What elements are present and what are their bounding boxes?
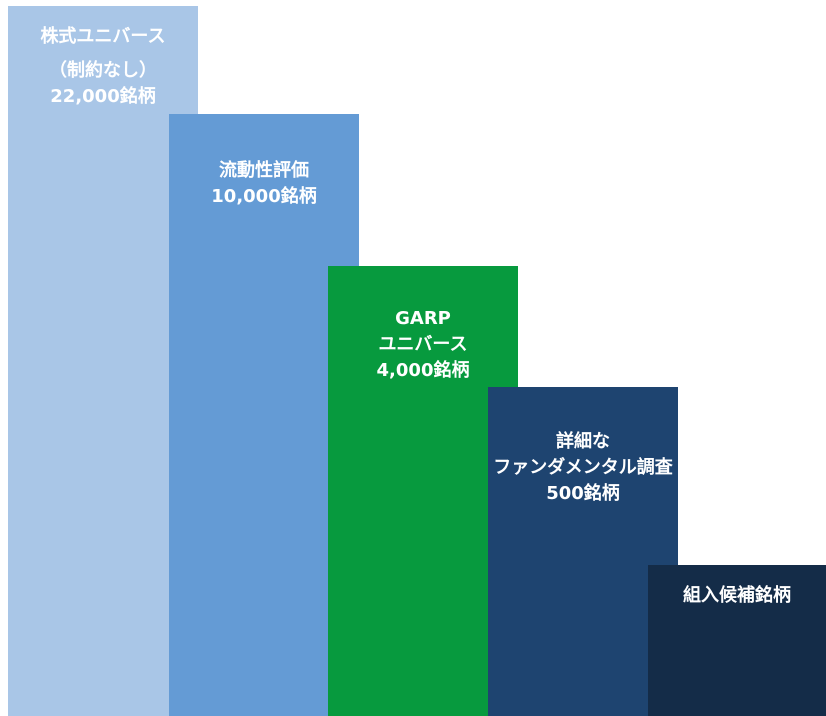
stage-1-title: 株式ユニバース — [40, 26, 166, 47]
stage-4-title: 詳細な — [556, 431, 610, 452]
stage-garp-universe: GARP ユニバース 4,000銘柄 — [328, 266, 518, 716]
stage-1-subtitle: （制約なし） — [49, 60, 157, 81]
stage-2-title: 流動性評価 — [219, 160, 309, 181]
stage-fundamental-research: 詳細な ファンダメンタル調査 500銘柄 — [488, 387, 678, 716]
stage-3-subtitle: ユニバース — [378, 334, 468, 355]
stage-4-count: 500銘柄 — [546, 483, 620, 504]
stage-2-count: 10,000銘柄 — [211, 186, 317, 207]
stage-3-count: 4,000銘柄 — [376, 360, 470, 381]
stage-5-title: 組入候補銘柄 — [683, 585, 791, 606]
stage-liquidity: 流動性評価 10,000銘柄 — [169, 114, 359, 716]
stage-4-subtitle: ファンダメンタル調査 — [493, 457, 673, 478]
stage-equity-universe: 株式ユニバース （制約なし） 22,000銘柄 — [8, 6, 198, 716]
stage-3-title: GARP — [395, 308, 451, 329]
stage-candidates: 組入候補銘柄 — [648, 565, 826, 716]
stage-1-count: 22,000銘柄 — [50, 86, 156, 107]
